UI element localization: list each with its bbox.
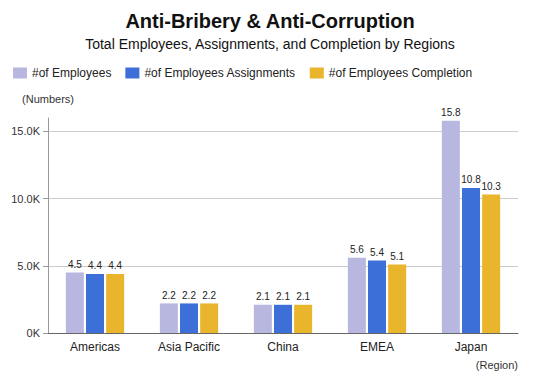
svg-text:4.4: 4.4: [108, 260, 122, 271]
svg-text:2.1: 2.1: [256, 291, 270, 302]
svg-text:10.8: 10.8: [461, 174, 481, 185]
svg-text:Total Employees, Assignments,: Total Employees, Assignments, and Comple…: [85, 36, 455, 52]
svg-text:2.2: 2.2: [162, 290, 176, 301]
svg-text:0K: 0K: [27, 327, 41, 339]
svg-text:Anti-Bribery & Anti-Corruption: Anti-Bribery & Anti-Corruption: [125, 10, 414, 32]
svg-text:(Numbers): (Numbers): [22, 93, 74, 105]
svg-text:(Region): (Region): [476, 359, 518, 371]
svg-text:10.0K: 10.0K: [11, 193, 40, 205]
svg-text:2.1: 2.1: [296, 291, 310, 302]
svg-text:10.3: 10.3: [481, 181, 501, 192]
svg-text:5.1: 5.1: [390, 251, 404, 262]
svg-text:#of Employees: #of Employees: [32, 66, 111, 80]
svg-text:5.4: 5.4: [370, 247, 384, 258]
svg-text:4.4: 4.4: [88, 260, 102, 271]
svg-text:2.2: 2.2: [202, 290, 216, 301]
svg-text:4.5: 4.5: [68, 259, 82, 270]
svg-text:EMEA: EMEA: [360, 340, 394, 354]
svg-text:2.2: 2.2: [182, 290, 196, 301]
svg-text:5.6: 5.6: [350, 244, 364, 255]
svg-text:Americas: Americas: [70, 340, 120, 354]
svg-text:15.8: 15.8: [441, 107, 461, 118]
svg-text:Japan: Japan: [455, 340, 488, 354]
svg-text:2.1: 2.1: [276, 291, 290, 302]
svg-text:5.0K: 5.0K: [17, 260, 40, 272]
svg-text:15.0K: 15.0K: [11, 125, 40, 137]
svg-text:#of Employees Assignments: #of Employees Assignments: [144, 66, 295, 80]
svg-text:Asia Pacific: Asia Pacific: [158, 340, 220, 354]
svg-text:#of Employees Completion: #of Employees Completion: [329, 66, 472, 80]
svg-text:China: China: [267, 340, 299, 354]
